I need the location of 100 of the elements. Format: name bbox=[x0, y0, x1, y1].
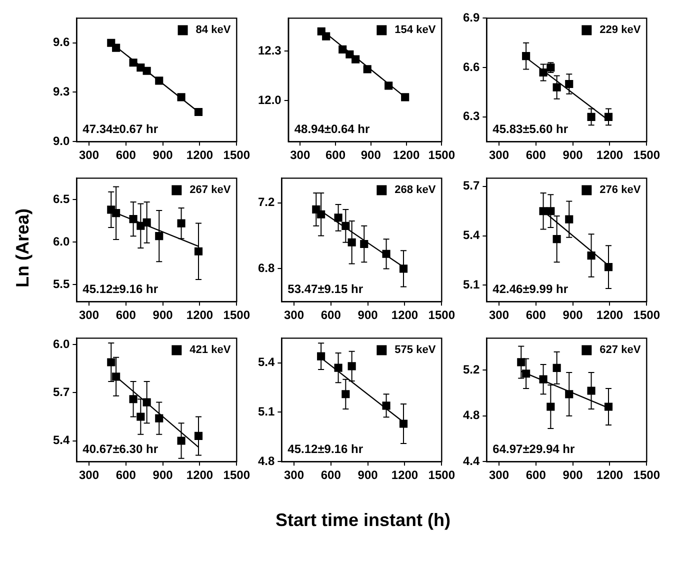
point bbox=[587, 386, 596, 395]
x-tick-label: 1200 bbox=[186, 308, 214, 322]
x-tick-label: 1500 bbox=[428, 308, 456, 322]
x-tick-label: 600 bbox=[526, 148, 546, 162]
y-tick-label: 9.3 bbox=[52, 84, 70, 99]
x-tick-label: 600 bbox=[526, 308, 546, 322]
legend-label: 84 keV bbox=[196, 24, 232, 36]
annotation: 45.12±9.16 hr bbox=[82, 282, 158, 296]
legend-label: 627 keV bbox=[600, 344, 642, 356]
x-tick-label: 300 bbox=[78, 468, 100, 482]
legend-label: 575 keV bbox=[394, 344, 436, 356]
x-tick-label: 300 bbox=[290, 148, 310, 162]
point bbox=[401, 93, 410, 102]
point bbox=[338, 45, 347, 54]
legend-label: 421 keV bbox=[190, 344, 232, 356]
y-tick-label: 5.2 bbox=[462, 362, 480, 377]
point bbox=[322, 32, 330, 40]
y-tick-label: 5.1 bbox=[462, 277, 480, 292]
point bbox=[194, 108, 203, 116]
y-tick-label: 5.4 bbox=[52, 433, 70, 448]
x-tick-label: 900 bbox=[360, 148, 382, 162]
point bbox=[177, 93, 186, 102]
x-tick-label: 1200 bbox=[391, 308, 418, 322]
annotation: 42.46±9.99 hr bbox=[492, 282, 568, 296]
legend-label: 276 keV bbox=[600, 184, 642, 196]
y-tick-label: 6.3 bbox=[462, 109, 480, 124]
y-tick-label: 5.4 bbox=[462, 228, 480, 242]
x-tick-label: 300 bbox=[284, 468, 304, 482]
y-tick-label: 5.4 bbox=[258, 355, 275, 370]
x-tick-label: 600 bbox=[526, 468, 546, 482]
annotation: 53.47±9.15 hr bbox=[288, 282, 364, 296]
x-tick-label: 1500 bbox=[223, 468, 250, 482]
y-tick-label: 5.7 bbox=[462, 178, 480, 193]
annotation: 40.67±6.30 hr bbox=[82, 442, 158, 456]
point bbox=[587, 112, 596, 121]
point bbox=[177, 436, 186, 445]
annotation: 48.94±0.64 hr bbox=[294, 122, 370, 136]
point bbox=[382, 402, 390, 410]
y-tick-label: 9.0 bbox=[52, 134, 70, 148]
point bbox=[346, 50, 354, 58]
x-tick-label: 1200 bbox=[596, 308, 624, 322]
y-tick-label: 5.5 bbox=[52, 276, 70, 291]
annotation: 64.97±29.94 hr bbox=[492, 442, 575, 456]
x-tick-label: 900 bbox=[562, 468, 584, 482]
x-tick-label: 900 bbox=[562, 148, 584, 162]
annotation: 47.34±0.67 hr bbox=[82, 122, 158, 136]
point bbox=[363, 65, 372, 74]
x-tick-label: 600 bbox=[326, 148, 346, 162]
annotation: 45.12±9.16 hr bbox=[288, 442, 364, 456]
point bbox=[107, 358, 116, 366]
x-tick-label: 1500 bbox=[428, 148, 456, 162]
annotation: 45.83±5.60 hr bbox=[492, 122, 568, 136]
point bbox=[384, 82, 393, 90]
point bbox=[142, 66, 151, 75]
x-tick-label: 1200 bbox=[596, 468, 624, 482]
y-tick-label: 12.3 bbox=[258, 43, 282, 58]
point bbox=[155, 76, 164, 85]
x-tick-label: 1200 bbox=[186, 148, 214, 162]
y-tick-label: 4.8 bbox=[258, 454, 275, 468]
y-tick-label: 6.9 bbox=[462, 10, 480, 25]
x-tick-label: 300 bbox=[488, 468, 510, 482]
y-tick-label: 6.8 bbox=[258, 261, 275, 276]
x-tick-label: 1500 bbox=[633, 308, 660, 322]
x-tick-label: 1200 bbox=[391, 468, 418, 482]
point bbox=[136, 412, 145, 421]
legend-label: 267 keV bbox=[190, 184, 232, 196]
x-tick-label: 900 bbox=[152, 468, 174, 482]
x-tick-label: 300 bbox=[488, 308, 510, 322]
point bbox=[604, 402, 613, 411]
x-tick-label: 300 bbox=[284, 308, 304, 322]
x-tick-label: 600 bbox=[320, 468, 342, 482]
x-tick-label: 600 bbox=[116, 148, 136, 162]
y-tick-label: 6.5 bbox=[52, 192, 70, 206]
x-tick-label: 1500 bbox=[223, 148, 250, 162]
y-tick-label: 5.1 bbox=[258, 404, 275, 419]
x-tick-label: 1500 bbox=[428, 468, 456, 482]
x-tick-label: 1200 bbox=[392, 148, 420, 162]
x-axis-title: Start time instant (h) bbox=[275, 510, 451, 531]
x-tick-label: 600 bbox=[116, 468, 136, 482]
x-tick-label: 300 bbox=[78, 148, 100, 162]
x-tick-label: 1500 bbox=[223, 308, 250, 322]
point bbox=[129, 58, 138, 67]
y-tick-label: 5.7 bbox=[52, 385, 70, 399]
y-tick-label: 7.2 bbox=[258, 195, 275, 210]
x-tick-label: 300 bbox=[78, 308, 100, 322]
x-tick-label: 1200 bbox=[186, 468, 214, 482]
y-tick-label: 12.0 bbox=[258, 92, 282, 107]
x-tick-label: 300 bbox=[488, 148, 510, 162]
x-tick-label: 1500 bbox=[633, 468, 660, 482]
y-tick-label: 6.6 bbox=[462, 60, 480, 74]
legend-label: 268 keV bbox=[394, 184, 436, 196]
point bbox=[112, 44, 120, 52]
legend-label: 229 keV bbox=[600, 24, 642, 36]
y-tick-label: 9.6 bbox=[52, 35, 70, 50]
point bbox=[587, 251, 596, 260]
x-tick-label: 1500 bbox=[633, 148, 660, 162]
y-tick-label: 4.4 bbox=[462, 454, 480, 468]
y-tick-label: 6.0 bbox=[52, 336, 70, 351]
point bbox=[399, 420, 408, 428]
x-tick-label: 900 bbox=[358, 468, 378, 482]
